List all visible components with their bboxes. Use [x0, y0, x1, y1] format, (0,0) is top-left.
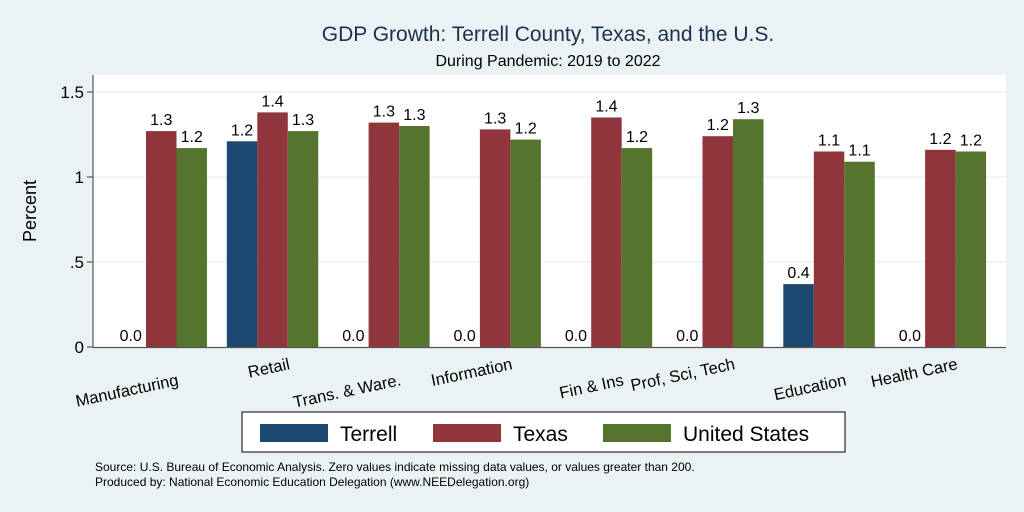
category-label: Fin & Ins: [558, 371, 625, 402]
category-label: Education: [772, 371, 848, 404]
category-label: Retail: [246, 355, 291, 381]
chart-title: GDP Growth: Terrell County, Texas, and t…: [322, 23, 774, 46]
data-label: 1.2: [515, 121, 537, 138]
category-label: Information: [429, 355, 513, 390]
data-label: 0.0: [454, 328, 476, 345]
category-label: Manufacturing: [74, 371, 180, 410]
source-note: Source: U.S. Bureau of Economic Analysis…: [95, 460, 695, 474]
data-label: 1.2: [181, 129, 203, 146]
data-label: 1.4: [261, 93, 283, 110]
bar-united-states: [733, 119, 764, 347]
bar-united-states: [621, 148, 653, 347]
legend-label: Terrell: [340, 423, 397, 446]
y-tick-label: 1: [75, 168, 84, 187]
y-tick-label: .5: [70, 253, 84, 272]
data-label: 1.3: [737, 100, 759, 117]
bar-united-states: [399, 126, 430, 347]
y-ticks: 0 .5 1 1.5: [60, 83, 93, 357]
bar-united-states: [287, 131, 319, 347]
category-label: Health Care: [869, 355, 959, 391]
data-label: 1.1: [848, 143, 870, 160]
bars: [146, 112, 987, 348]
bar-terrell: [226, 141, 258, 347]
y-tick-label: 1.5: [60, 83, 84, 102]
bar-united-states: [955, 151, 987, 347]
data-label: 0.0: [120, 328, 142, 345]
bar-united-states: [510, 139, 541, 347]
legend-label: Texas: [513, 423, 568, 446]
data-label: 1.2: [960, 133, 982, 150]
category-label: Prof, Sci, Tech: [629, 355, 737, 395]
data-label: 1.1: [818, 133, 840, 150]
bar-texas: [813, 151, 845, 347]
data-label: 1.3: [373, 104, 395, 121]
data-label: 1.2: [626, 129, 648, 146]
data-label: 1.4: [595, 99, 617, 116]
y-axis-title: Percent: [20, 180, 40, 242]
data-label: 0.0: [342, 328, 364, 345]
category-label: Trans. & Ware.: [292, 371, 403, 411]
bar-united-states: [176, 148, 207, 347]
data-label: 0.0: [565, 328, 587, 345]
bar-texas: [146, 131, 177, 347]
bar-texas: [257, 112, 288, 348]
bar-texas: [368, 122, 400, 347]
bar-texas: [591, 117, 622, 347]
data-label: 1.3: [150, 112, 172, 129]
bar-united-states: [844, 161, 875, 347]
bar-terrell: [783, 284, 814, 347]
legend-label: United States: [683, 423, 809, 446]
y-tick-label: 0: [75, 338, 84, 357]
data-label: 1.2: [231, 122, 253, 139]
legend-swatch-texas: [433, 424, 501, 442]
bar-texas: [925, 149, 956, 347]
data-label: 1.3: [484, 110, 506, 127]
bar-texas: [479, 129, 511, 347]
data-label: 0.0: [899, 328, 921, 345]
chart-subtitle: During Pandemic: 2019 to 2022: [435, 53, 660, 70]
legend-box: [241, 411, 846, 453]
data-label: 0.4: [787, 265, 809, 282]
data-labels: 0.0 1.3 1.2 1.2 1.4 1.3 0.0 1.3 1.3 0.0 1.3 1.2 0.0 1…: [120, 93, 982, 345]
bar-texas: [702, 136, 733, 347]
legend-swatch-terrell: [260, 424, 328, 442]
data-label: 1.2: [707, 117, 729, 134]
legend: Terrell Texas United States: [241, 411, 846, 453]
data-label: 0.0: [676, 328, 698, 345]
data-label: 1.3: [292, 112, 314, 129]
legend-swatch-united-states: [603, 424, 671, 442]
data-label: 1.2: [929, 131, 951, 148]
data-label: 1.3: [403, 107, 425, 124]
producer-note: Produced by: National Economic Education…: [95, 475, 529, 489]
